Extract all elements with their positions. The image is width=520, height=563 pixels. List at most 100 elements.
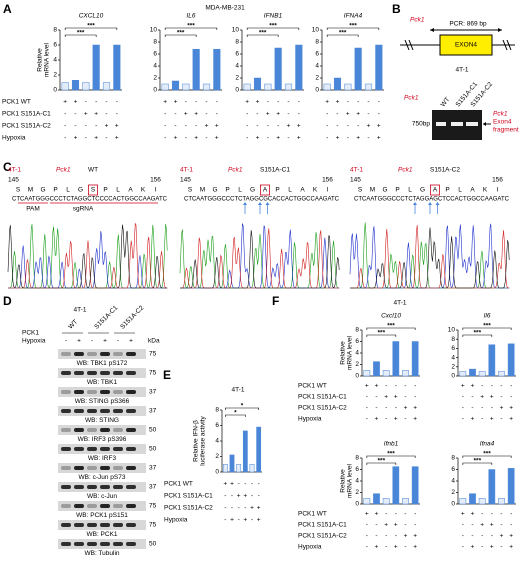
row-mark: + [471, 544, 475, 551]
blot-band [74, 466, 84, 470]
blot-band [100, 390, 110, 394]
blot-band [100, 352, 110, 356]
row-mark: - [85, 135, 87, 142]
row-mark: - [462, 522, 464, 529]
y-tick-label: 0 [215, 469, 219, 476]
blot-band [61, 542, 71, 546]
bar [182, 83, 190, 91]
row-mark: + [63, 99, 67, 106]
bar [507, 468, 515, 505]
blot-label: WB: STING [85, 417, 119, 424]
residue: P [103, 187, 107, 194]
dna-sequence: CTCAATGGGCCCTCTAGGCTCCCCACTGGCCAAGATC [12, 196, 167, 203]
row-mark: + [404, 405, 408, 412]
y-axis-label: Relative [340, 469, 347, 493]
bar [243, 83, 251, 91]
gene-label: Pck1 [410, 17, 425, 24]
bar [373, 493, 380, 505]
blot-band [100, 485, 110, 489]
row-mark: + [500, 405, 504, 412]
residue: I [327, 187, 329, 194]
row-label: PCK1 S151A-C1 [298, 522, 347, 529]
bar [375, 44, 383, 91]
y-tick-label: 0 [153, 87, 157, 94]
chromatogram-trace [8, 222, 168, 289]
row-mark: + [237, 493, 241, 500]
row-mark: - [246, 111, 248, 118]
mutation-arrow-head [428, 202, 432, 205]
row-mark: + [471, 511, 475, 518]
blot-band [113, 542, 123, 546]
row-mark: - [185, 135, 187, 142]
bar [264, 83, 272, 91]
significance-bracket [366, 334, 397, 337]
row-mark: + [377, 135, 381, 142]
row-mark: - [510, 511, 512, 518]
cell-label: 4T-1 [180, 167, 193, 174]
kda-label: 37 [149, 484, 157, 491]
row-mark: + [245, 99, 249, 106]
row-mark: + [375, 544, 379, 551]
hypoxia-mark: + [129, 338, 133, 345]
row-mark: - [64, 123, 66, 130]
kda-label: 37 [149, 408, 157, 415]
clone-label: S151A-C2 [430, 167, 460, 174]
row-mark: - [105, 99, 107, 106]
bar [256, 426, 262, 473]
y-tick-label: 8 [153, 39, 157, 46]
kda-label: 37 [149, 389, 157, 396]
row-mark: - [404, 383, 406, 390]
blot-band [74, 485, 84, 489]
residue: A [263, 187, 268, 194]
blot-band [87, 523, 97, 527]
row-label: PCK1 S151A-C1 [298, 394, 347, 401]
row-mark: + [461, 511, 465, 518]
residue-box [260, 184, 270, 196]
row-mark: + [375, 383, 379, 390]
row-mark: - [164, 111, 166, 118]
row-mark: + [394, 394, 398, 401]
significance-bracket [225, 407, 259, 410]
row-mark: - [267, 135, 269, 142]
row-mark: - [378, 99, 380, 106]
bar [344, 83, 352, 91]
residue: I [497, 187, 499, 194]
kda-label: 50 [149, 446, 157, 453]
gene-label: Pck1 [398, 167, 413, 174]
y-tick-label: 0 [315, 87, 319, 94]
blot-band [61, 447, 71, 451]
row-mark: + [184, 111, 188, 118]
blot-label: WB: IRF3 pS396 [78, 436, 127, 443]
row-mark: - [231, 505, 233, 512]
row-mark: + [266, 111, 270, 118]
row-label: PCK1 S151A-C2 [298, 533, 347, 540]
row-mark: - [462, 416, 464, 423]
row-mark: - [510, 394, 512, 401]
row-mark: + [215, 123, 219, 130]
bar [92, 44, 100, 91]
y-tick-label: 6 [53, 42, 57, 49]
hypoxia-mark: + [103, 338, 107, 345]
residue: A [128, 187, 133, 194]
row-mark: - [85, 123, 87, 130]
bar [392, 341, 400, 377]
significance-label: *** [87, 23, 95, 30]
row-mark: + [384, 522, 388, 529]
row-mark: - [195, 99, 197, 106]
chart-title: Ifnb1 [384, 441, 399, 448]
residue: L [458, 187, 462, 194]
blot-band [126, 371, 136, 375]
row-mark: - [256, 123, 258, 130]
y-tick-label: 6 [355, 466, 359, 473]
panel-title: MDA-MB-231 [205, 5, 245, 12]
bar [411, 466, 419, 505]
row-label: PCK1 S151A-C2 [164, 505, 213, 512]
y-tick-label: 4 [215, 438, 219, 445]
y-tick-label: 4 [355, 478, 359, 485]
hypoxia-mark: - [91, 338, 93, 345]
y-tick-label: 8 [53, 27, 57, 34]
row-mark: + [461, 383, 465, 390]
unit-label: kDa [148, 338, 160, 345]
row-mark: + [413, 533, 417, 540]
row-mark: - [251, 493, 253, 500]
